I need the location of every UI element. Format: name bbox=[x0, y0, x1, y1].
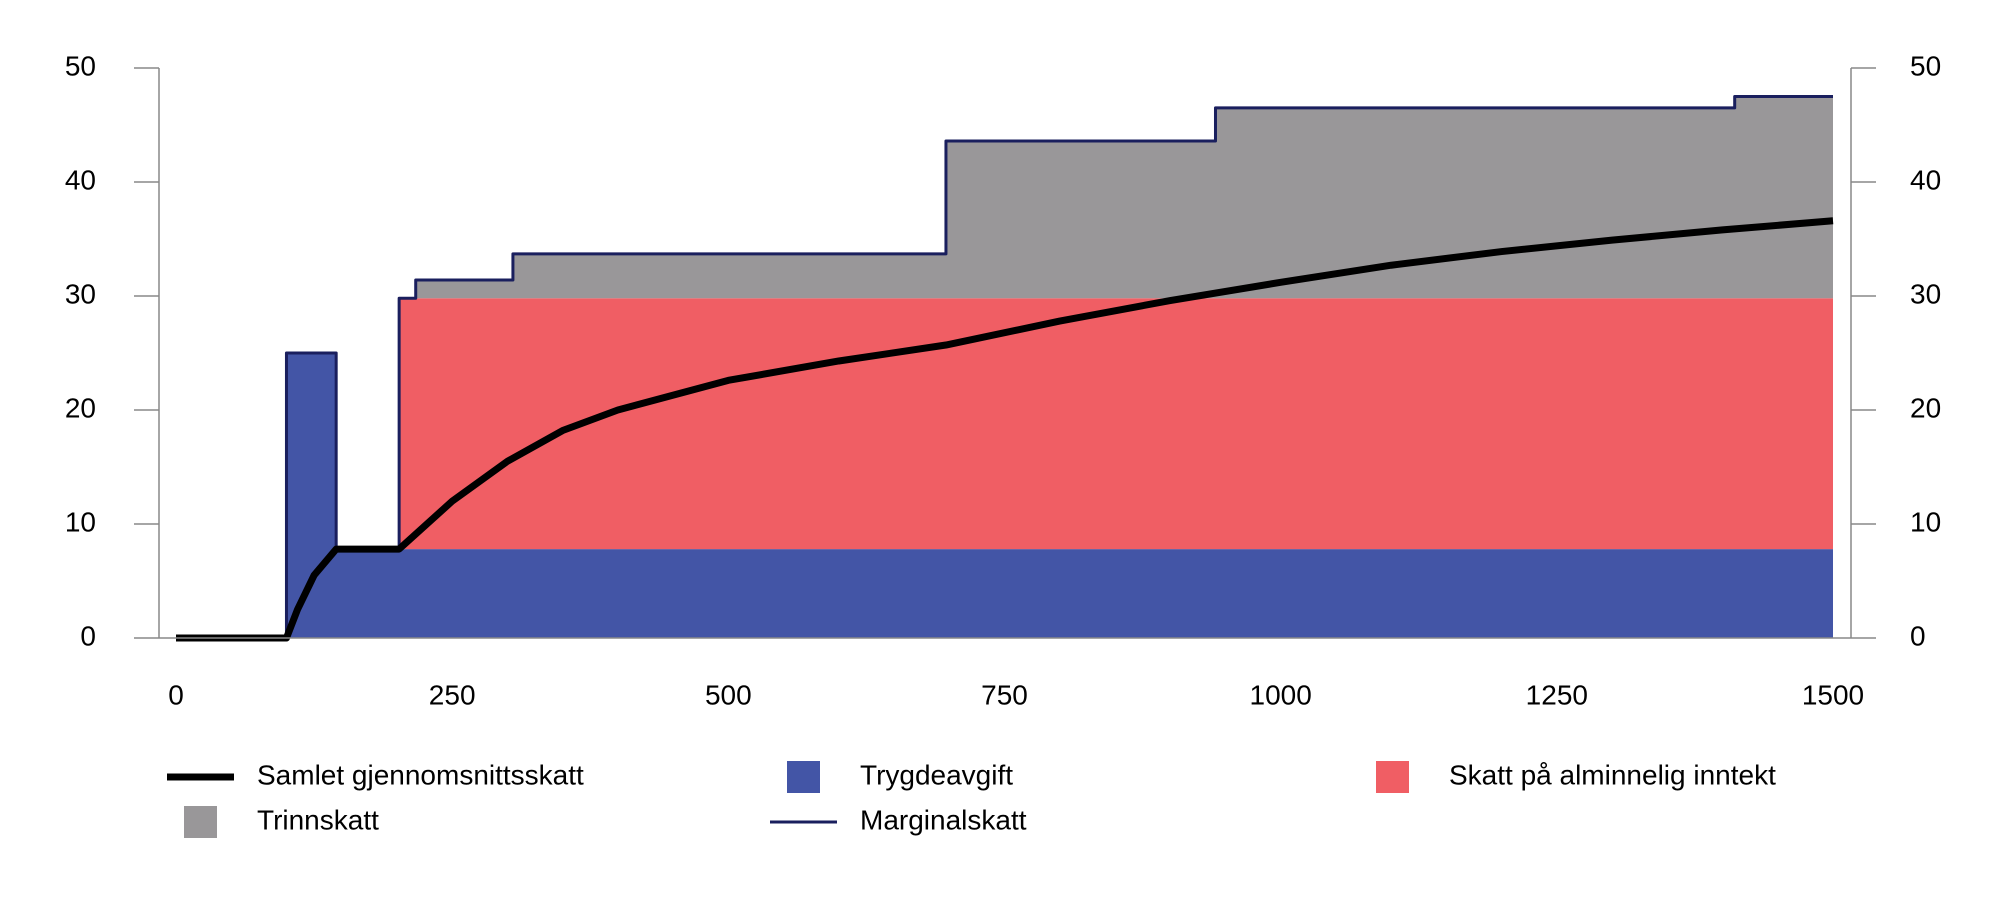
x-tick-label: 750 bbox=[981, 679, 1028, 710]
legend-label: Skatt på alminnelig inntekt bbox=[1449, 759, 1776, 790]
area bbox=[176, 298, 1833, 638]
y-tick-label: 0 bbox=[1910, 620, 1926, 651]
legend-swatch bbox=[184, 806, 217, 838]
x-tick-label: 1000 bbox=[1250, 679, 1312, 710]
legend-swatch bbox=[787, 761, 820, 793]
y-tick-label: 20 bbox=[1910, 392, 1941, 423]
legend-label: Samlet gjennomsnittsskatt bbox=[257, 759, 584, 790]
x-tick-label: 1250 bbox=[1526, 679, 1588, 710]
area bbox=[176, 96, 1833, 638]
area bbox=[176, 353, 1833, 638]
y-tick-label: 50 bbox=[1910, 50, 1941, 81]
y-tick-label: 40 bbox=[65, 164, 96, 195]
legend-label: Trygdeavgift bbox=[860, 759, 1013, 790]
line bbox=[176, 217, 1834, 642]
legend-label: Marginalskatt bbox=[860, 804, 1027, 835]
y-tick-label: 20 bbox=[65, 392, 96, 423]
x-tick-label: 500 bbox=[705, 679, 752, 710]
y-tick-label: 10 bbox=[65, 506, 96, 537]
y-tick-label: 50 bbox=[65, 50, 96, 81]
y-tick-label: 0 bbox=[80, 620, 96, 651]
y-tick-label: 40 bbox=[1910, 164, 1941, 195]
x-tick-label: 250 bbox=[429, 679, 476, 710]
step-line bbox=[176, 95, 1833, 640]
y-tick-label: 10 bbox=[1910, 506, 1941, 537]
y-tick-label: 30 bbox=[65, 278, 96, 309]
x-tick-label: 1500 bbox=[1802, 679, 1864, 710]
x-tick-label: 0 bbox=[168, 679, 184, 710]
y-tick-label: 30 bbox=[1910, 278, 1941, 309]
legend-label: Trinnskatt bbox=[257, 804, 379, 835]
legend-swatch bbox=[1376, 761, 1409, 793]
